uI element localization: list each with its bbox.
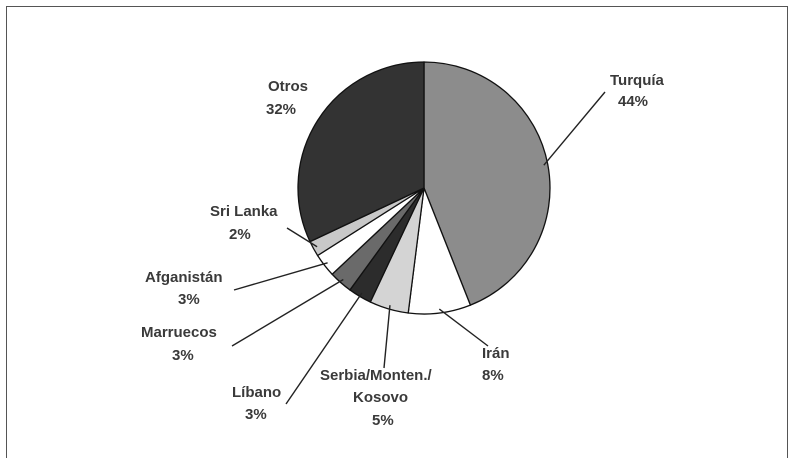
pie-slice-0 <box>423 61 551 306</box>
pct-libano: 3% <box>245 406 267 423</box>
label-serbia-1: Serbia/Monten./ <box>320 367 433 384</box>
label-afganistan: Afganistán <box>145 269 223 286</box>
label-iran: Irán <box>482 345 510 362</box>
leader-line-0 <box>543 91 606 166</box>
pct-sri-lanka: 2% <box>229 226 251 243</box>
pct-iran: 8% <box>482 367 504 384</box>
label-turquia: Turquía <box>610 72 665 89</box>
pct-marruecos: 3% <box>172 347 194 364</box>
leader-line-2 <box>383 305 391 369</box>
leader-line-3 <box>285 292 363 405</box>
label-serbia-2: Kosovo <box>353 389 408 406</box>
leader-line-4 <box>231 278 344 347</box>
label-libano: Líbano <box>232 384 281 401</box>
label-otros: Otros <box>268 78 308 95</box>
label-sri-lanka: Sri Lanka <box>210 203 278 220</box>
pct-otros: 32% <box>266 101 296 118</box>
leader-line-1 <box>438 308 489 347</box>
pie-slice-7 <box>297 61 425 243</box>
leader-line-5 <box>233 262 328 291</box>
leader-line-6 <box>286 227 318 248</box>
label-marruecos: Marruecos <box>141 324 217 341</box>
pct-serbia: 5% <box>372 412 394 429</box>
pct-turquia: 44% <box>618 93 648 110</box>
pct-afganistan: 3% <box>178 291 200 308</box>
